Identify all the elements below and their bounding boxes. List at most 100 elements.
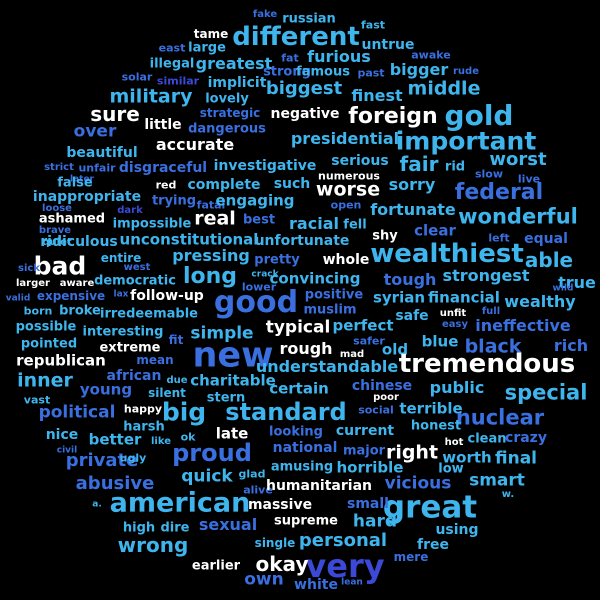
cloud-word: amusing — [270, 459, 334, 475]
cloud-word: good — [213, 285, 299, 320]
cloud-word: understandable — [255, 357, 399, 376]
cloud-word: pressing — [172, 246, 250, 265]
cloud-word: accurate — [155, 135, 235, 154]
cloud-word: poor — [373, 392, 399, 403]
cloud-word: bad — [33, 251, 87, 281]
cloud-word: humanitarian — [266, 478, 372, 494]
cloud-word: fortunate — [370, 200, 456, 219]
cloud-word: convincing — [269, 269, 361, 288]
cloud-word: west — [123, 262, 151, 273]
cloud-word: fatal — [196, 198, 226, 212]
cloud-word: pointed — [20, 336, 78, 352]
cloud-word: worth — [442, 448, 492, 467]
cloud-word: special — [504, 380, 588, 405]
cloud-word: wonderful — [458, 204, 578, 229]
cloud-word: furious — [307, 47, 371, 66]
cloud-word: entire — [100, 251, 142, 265]
cloud-word: free — [417, 537, 449, 553]
cloud-word: lower — [241, 280, 277, 294]
cloud-word: rude — [453, 66, 479, 77]
cloud-word: past — [357, 66, 385, 80]
cloud-word: worse — [315, 178, 381, 201]
cloud-word: biggest — [265, 78, 343, 99]
cloud-word: sorry — [388, 175, 436, 194]
cloud-word: dark — [117, 205, 143, 216]
cloud-word: national — [272, 440, 338, 456]
cloud-word: private — [65, 450, 139, 471]
cloud-word: chinese — [351, 378, 413, 394]
cloud-word: personal — [298, 530, 388, 551]
cloud-word: investigative — [213, 158, 317, 174]
cloud-word: okay — [255, 552, 309, 576]
cloud-word: ok — [180, 430, 196, 444]
cloud-word: brave — [38, 225, 72, 236]
cloud-word: possible — [15, 319, 77, 335]
cloud-word: strategic — [199, 106, 261, 120]
cloud-word: later — [69, 174, 95, 185]
cloud-word: crack — [251, 269, 279, 280]
cloud-word: final — [494, 448, 538, 469]
cloud-word: w. — [501, 489, 515, 500]
cloud-word: long — [182, 264, 238, 289]
cloud-word: gold — [444, 99, 514, 132]
cloud-word: low — [438, 461, 464, 477]
cloud-word: clean — [467, 431, 507, 447]
cloud-word: pretty — [254, 252, 300, 268]
cloud-word: stern — [206, 390, 246, 406]
cloud-word: lax — [113, 289, 129, 300]
cloud-word: fell — [343, 217, 367, 233]
cloud-word: full — [481, 306, 501, 317]
cloud-word: earlier — [191, 558, 241, 574]
cloud-word: muslim — [303, 302, 357, 318]
cloud-word: whole — [322, 252, 370, 268]
cloud-word: easy — [441, 319, 469, 330]
cloud-word: using — [435, 522, 479, 538]
cloud-word: ineffective — [475, 316, 571, 335]
cloud-word: black — [464, 335, 522, 358]
cloud-word: racial — [289, 214, 339, 233]
cloud-word: quick — [181, 466, 233, 487]
cloud-word: beautiful — [66, 145, 138, 161]
cloud-word: american — [109, 487, 251, 519]
cloud-word: equal — [524, 231, 568, 247]
cloud-word: current — [335, 423, 395, 439]
cloud-word: born — [23, 304, 53, 318]
cloud-word: expensive — [36, 289, 106, 303]
cloud-word: ashamed — [38, 211, 106, 227]
cloud-word: little — [144, 117, 182, 133]
cloud-word: major — [342, 443, 386, 459]
cloud-word: own — [244, 569, 284, 590]
cloud-word: unfit — [439, 308, 467, 319]
cloud-word: engaging — [215, 191, 295, 210]
cloud-word: strict — [44, 162, 74, 173]
cloud-word: sure — [90, 102, 140, 126]
cloud-word: shy — [372, 228, 398, 244]
cloud-word: awake — [411, 48, 451, 62]
cloud-word: silent — [148, 386, 186, 400]
cloud-word: complete — [187, 177, 261, 193]
cloud-word: late — [215, 424, 249, 443]
cloud-word: big — [161, 397, 207, 427]
cloud-word: wrong — [117, 533, 189, 557]
cloud-word: sick — [18, 263, 40, 274]
cloud-word: quiet — [42, 237, 72, 248]
cloud-word: slow — [474, 167, 504, 181]
cloud-word: strongest — [442, 266, 530, 285]
cloud-word: social — [358, 403, 394, 417]
cloud-word: foreign — [348, 104, 438, 129]
cloud-word: new — [192, 335, 274, 376]
cloud-word: public — [429, 378, 485, 397]
cloud-word: unfair — [78, 161, 116, 175]
cloud-word: inappropriate — [32, 189, 142, 205]
cloud-word: democratic — [94, 273, 176, 289]
cloud-word: military — [109, 85, 193, 108]
cloud-word: right — [385, 441, 439, 464]
cloud-word: follow-up — [130, 288, 204, 304]
cloud-word: fit — [168, 333, 184, 347]
cloud-word: fair — [399, 152, 439, 176]
cloud-word: vicious — [384, 473, 452, 494]
cloud-word: greatest — [195, 54, 273, 73]
cloud-word: positive — [304, 287, 364, 303]
cloud-word: mad — [339, 349, 365, 360]
cloud-word: perfect — [332, 316, 394, 335]
